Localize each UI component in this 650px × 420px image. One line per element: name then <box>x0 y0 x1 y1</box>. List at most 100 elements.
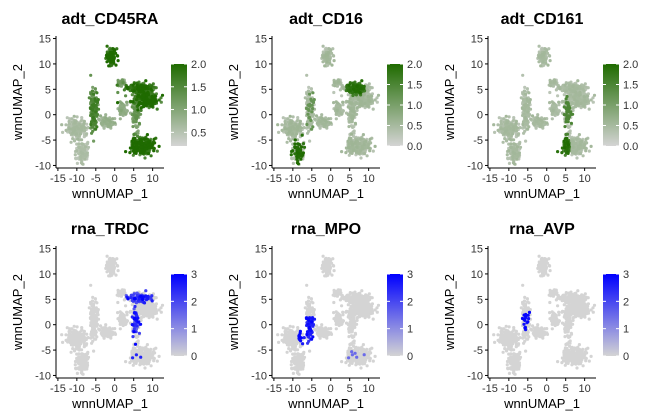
cell-point <box>333 84 337 88</box>
cell-point <box>564 137 568 141</box>
cell-point <box>353 141 357 145</box>
cell-point <box>350 143 354 147</box>
cell-point <box>130 139 134 143</box>
cell-point <box>95 107 99 111</box>
cell-point <box>148 139 152 143</box>
cell-point <box>507 149 511 153</box>
cell-point <box>116 269 120 273</box>
cell-point <box>283 119 287 124</box>
cell-point <box>108 54 112 58</box>
cell-point <box>497 116 501 120</box>
cell-point <box>283 127 287 131</box>
cell-point <box>115 257 119 261</box>
cell-point <box>578 152 583 156</box>
cell-point <box>355 106 359 110</box>
cell-point <box>581 87 585 91</box>
cell-point <box>546 63 550 67</box>
cell-point <box>139 84 143 88</box>
cell-point <box>571 106 575 110</box>
cell-point <box>295 119 299 123</box>
cell-point <box>99 121 103 125</box>
cell-point <box>83 145 88 149</box>
cell-point <box>587 107 591 111</box>
cell-point <box>72 114 76 118</box>
cell-point <box>92 104 96 108</box>
cell-point <box>522 89 527 93</box>
cell-point <box>315 121 319 125</box>
cell-point <box>344 151 348 155</box>
y-axis-label: wnnUMAP_2 <box>10 64 25 141</box>
cell-point <box>130 105 134 109</box>
cell-point <box>583 98 587 103</box>
cell-point <box>335 101 339 105</box>
cell-point <box>304 106 309 111</box>
cell-point <box>152 137 156 141</box>
cell-point <box>116 59 120 63</box>
cell-point <box>371 107 375 111</box>
cell-point <box>104 113 108 117</box>
cell-point <box>90 89 95 93</box>
cell-point <box>518 126 522 130</box>
cell-point <box>521 97 525 101</box>
x-tick-label: -10 <box>501 173 517 185</box>
cell-point <box>105 122 109 126</box>
cell-point <box>526 110 530 114</box>
cell-point <box>75 125 79 129</box>
x-tick-label: -10 <box>285 173 301 185</box>
color-bar-label: 0.0 <box>623 141 638 153</box>
cell-point <box>527 107 531 111</box>
y-tick-label: 10 <box>471 59 483 71</box>
cell-point <box>309 118 313 122</box>
cell-point <box>296 162 300 166</box>
color-bar-label: 1.0 <box>191 105 206 117</box>
cell-point <box>365 154 369 158</box>
cell-point <box>143 87 147 91</box>
x-tick-label: 10 <box>363 173 375 185</box>
cell-point <box>536 113 540 117</box>
x-tick-label: 10 <box>147 173 159 185</box>
cell-point <box>592 93 597 97</box>
cell-point <box>321 60 325 64</box>
cell-point <box>144 147 148 151</box>
cell-point <box>291 161 295 165</box>
x-tick-label: -5 <box>523 173 533 185</box>
cell-point <box>133 106 137 111</box>
x-tick-label: -15 <box>50 383 66 395</box>
cell-point <box>574 90 578 95</box>
cell-point <box>291 115 295 119</box>
cell-point <box>291 125 295 129</box>
cell-point <box>160 93 165 97</box>
y-axis-label: wnnUMAP_2 <box>442 64 457 141</box>
panel-adt_CD161: adt_CD161-15 -10 -5 0 5 10-10-5051015wnnUMAP_… <box>442 11 638 201</box>
cell-point <box>520 106 525 111</box>
x-tick-label: 0 <box>112 383 118 395</box>
cell-point <box>79 150 83 154</box>
y-tick-label: 15 <box>39 34 51 46</box>
cell-point <box>60 123 64 127</box>
cell-point <box>514 121 518 125</box>
cell-point <box>118 117 122 121</box>
cell-point <box>105 44 109 48</box>
cell-point <box>570 101 574 105</box>
y-tick-label: 0 <box>45 320 51 332</box>
y-tick-label: 0 <box>477 110 483 122</box>
cell-point <box>130 93 134 97</box>
cell-point <box>369 94 374 98</box>
cell-point <box>552 80 557 84</box>
cell-point <box>361 93 365 97</box>
cell-point <box>128 151 132 155</box>
cell-point <box>341 109 345 113</box>
cell-point <box>72 139 77 143</box>
cell-point <box>566 117 571 121</box>
cell-point <box>578 143 582 147</box>
cell-point <box>511 154 515 159</box>
cell-point <box>105 60 109 64</box>
cell-point <box>139 106 143 110</box>
cell-point <box>92 92 96 96</box>
color-bar-label: 2.0 <box>191 59 206 71</box>
cell-point <box>523 116 527 120</box>
cell-point <box>79 132 83 136</box>
x-tick-label: -15 <box>50 173 66 185</box>
cell-point <box>563 146 567 150</box>
cell-point <box>90 112 94 116</box>
